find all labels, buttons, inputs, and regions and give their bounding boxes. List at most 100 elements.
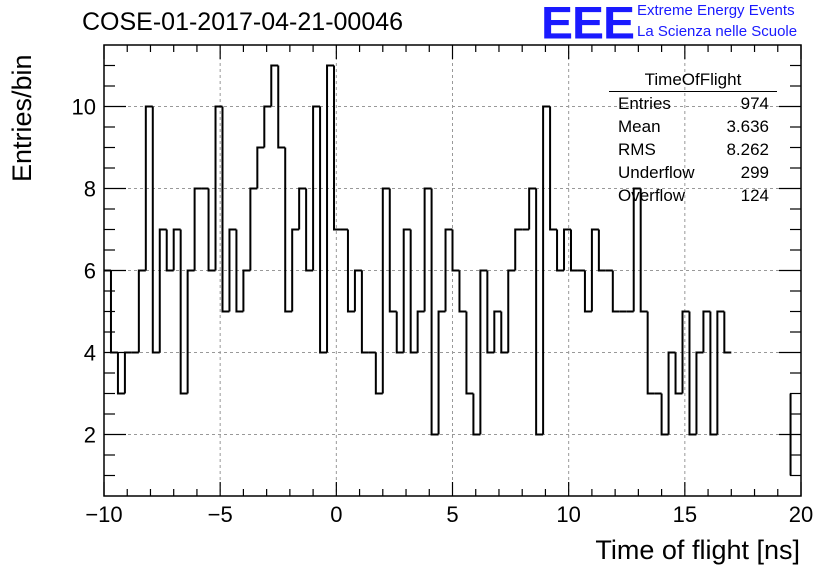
x-tick-label: 20 [789,502,813,527]
histogram-bin [667,351,676,435]
x-tick-label: 10 [556,502,580,527]
histogram-bin [137,269,146,353]
histogram-bin [716,310,725,435]
x-tick-label: 0 [330,502,342,527]
y-tick-label: 10 [72,95,96,120]
histogram-bin [360,270,369,354]
histogram-bin [472,393,481,436]
histogram-bin [214,105,223,271]
histogram-bin [709,311,718,436]
histogram-bin [242,269,251,312]
histogram-bin [277,65,286,149]
histogram-bin [123,351,132,394]
histogram-bin [723,311,732,354]
stats-label: Entries [618,94,671,113]
stats-label: RMS [618,140,656,159]
run-title: COSE-01-2017-04-21-00046 [82,8,404,36]
histogram-bin [319,106,328,354]
stats-value: 3.636 [726,117,769,136]
histogram-bin [305,188,314,272]
histogram-bin [235,229,244,313]
histogram-bin [563,228,571,271]
axis-ticks [103,45,802,496]
histogram-bin [151,106,160,354]
histogram-bin [270,64,279,107]
x-tick-labels: −10 −5 0 5 10 15 20 [85,502,813,527]
histogram-bin [556,229,565,272]
histogram-bin [186,269,195,394]
y-tick-label: 6 [84,259,96,284]
histogram-bin [172,228,181,271]
histogram-bin [430,188,439,436]
histogram-bin [702,310,711,353]
stats-label: Underflow [618,163,695,182]
histogram-bin [395,311,404,354]
y-axis-title: Entries/bin [7,54,37,182]
histogram-bin [583,270,592,313]
y-tick-label: 8 [84,177,96,202]
stats-value: 974 [740,94,769,113]
histogram-bin [493,310,502,353]
histogram-bin [458,270,467,313]
histogram-bin [465,311,474,395]
histogram-bin [409,229,418,354]
stats-row: Mean 3.636 [609,117,777,140]
histogram-bin [688,311,697,436]
stats-value: 299 [740,163,769,182]
histogram-bin [256,146,265,189]
histogram-bin [423,187,432,312]
histogram-bin [263,105,272,148]
stats-label: Mean [618,117,661,136]
stats-row: RMS 8.262 [609,140,777,163]
histogram-bin [611,270,620,313]
histogram-bin [179,229,188,395]
histogram-bin [660,393,669,436]
histogram-bin [528,187,537,230]
histogram-bin [312,105,321,271]
x-tick-label: 5 [446,502,458,527]
y-tick-label: 4 [84,341,96,366]
stats-value: 124 [740,186,769,205]
x-tick-label: −5 [208,502,233,527]
histogram-bin [228,228,237,312]
histogram-bin [353,269,362,312]
histogram-bin [542,105,551,435]
y-tick-labels: 2 4 6 8 10 [72,95,96,448]
histogram-bin [597,229,606,272]
histogram-bin [514,228,523,271]
histogram-bin [437,310,446,435]
stats-row: Entries 974 [609,94,777,117]
x-tick-label: −10 [85,502,122,527]
histogram-bin [388,188,397,313]
histogram-bin [158,228,167,353]
histogram-bin [416,310,425,353]
histogram-bin [639,188,648,313]
stats-box: TimeOfFlight Entries 974 Mean 3.636 RMS … [609,70,777,209]
stats-title: TimeOfFlight [609,70,777,92]
y-tick-label: 2 [84,423,96,448]
eee-logo: EEE [541,0,635,49]
plot-frame [103,44,802,497]
histogram-bin [444,228,453,312]
histogram-bin [221,106,230,313]
stats-row: Overflow 124 [609,186,777,209]
stats-row: Underflow 299 [609,163,777,186]
histogram-bin [165,229,174,272]
stats-label: Overflow [618,186,686,205]
histogram-bin [590,228,599,312]
x-axis-title: Time of flight [ns] [595,535,800,565]
histogram-bin [298,187,307,230]
histogram-bin [681,310,690,394]
histogram-bin [381,187,390,394]
histogram-bin [479,269,488,435]
histogram-bin [402,228,411,353]
histogram-bin [374,352,383,395]
histogram-bin [326,64,335,353]
histogram-bin [507,269,516,353]
logo-caption-line1: Extreme Energy Events [637,2,795,19]
histogram-bin [291,228,300,312]
histogram-bin [346,229,355,313]
histogram-bin [500,311,509,354]
histogram-bin [207,188,216,272]
